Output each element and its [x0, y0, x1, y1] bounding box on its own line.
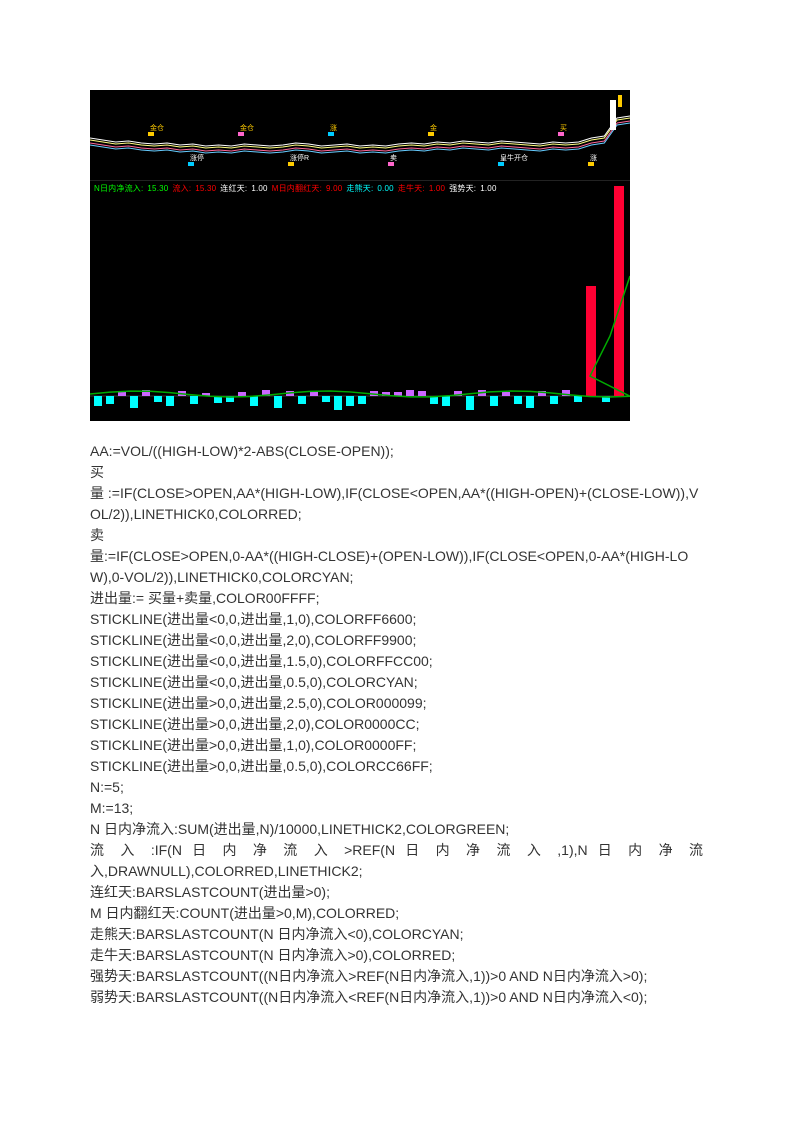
- stock-chart: 金仓涨停金仓涨停R涨卖金皇牛开仓买涨 N日内净流入:15.30流入:15.30连…: [90, 90, 630, 421]
- code-line: STICKLINE(进出量>0,0,进出量,0.5,0),COLORCC66FF…: [90, 756, 703, 777]
- svg-text:买: 买: [560, 124, 567, 132]
- code-line: 量:=IF(CLOSE>OPEN,0-AA*((HIGH-CLOSE)+(OPE…: [90, 546, 703, 588]
- code-line: 走熊天:BARSLASTCOUNT(N 日内净流入<0),COLORCYAN;: [90, 924, 703, 945]
- code-line: M 日内翻红天:COUNT(进出量>0,M),COLORRED;: [90, 903, 703, 924]
- code-line: STICKLINE(进出量>0,0,进出量,2,0),COLOR0000CC;: [90, 714, 703, 735]
- code-line: STICKLINE(进出量<0,0,进出量,0.5,0),COLORCYAN;: [90, 672, 703, 693]
- chart-volume-panel: N日内净流入:15.30流入:15.30连红天:1.00M日内翻红天:9.00走…: [90, 181, 630, 421]
- code-line: 走牛天:BARSLASTCOUNT(N 日内净流入>0),COLORRED;: [90, 945, 703, 966]
- svg-text:涨: 涨: [590, 153, 597, 162]
- price-curve: 金仓涨停金仓涨停R涨卖金皇牛开仓买涨: [90, 90, 630, 180]
- code-line: 强势天:BARSLASTCOUNT((N日内净流入>REF(N日内净流入,1))…: [90, 966, 703, 987]
- code-line: STICKLINE(进出量>0,0,进出量,1,0),COLOR0000FF;: [90, 735, 703, 756]
- svg-text:涨停: 涨停: [190, 153, 204, 162]
- svg-text:金仓: 金仓: [240, 123, 254, 132]
- volume-bars: [90, 181, 630, 421]
- code-line: STICKLINE(进出量>0,0,进出量,2.5,0),COLOR000099…: [90, 693, 703, 714]
- page: 金仓涨停金仓涨停R涨卖金皇牛开仓买涨 N日内净流入:15.30流入:15.30连…: [0, 0, 793, 1048]
- svg-text:金: 金: [430, 123, 437, 132]
- code-line: 连红天:BARSLASTCOUNT(进出量>0);: [90, 882, 703, 903]
- code-line: 进出量:= 买量+卖量,COLOR00FFFF;: [90, 588, 703, 609]
- code-line: 入,DRAWNULL),COLORRED,LINETHICK2;: [90, 861, 703, 882]
- code-line: STICKLINE(进出量<0,0,进出量,1,0),COLORFF6600;: [90, 609, 703, 630]
- code-line: STICKLINE(进出量<0,0,进出量,2,0),COLORFF9900;: [90, 630, 703, 651]
- svg-text:金仓: 金仓: [150, 123, 164, 132]
- code-line: N:=5;: [90, 777, 703, 798]
- svg-text:卖: 卖: [390, 154, 397, 162]
- code-line: STICKLINE(进出量<0,0,进出量,1.5,0),COLORFFCC00…: [90, 651, 703, 672]
- code-line: 量 :=IF(CLOSE>OPEN,AA*(HIGH-LOW),IF(CLOSE…: [90, 483, 703, 525]
- svg-text:皇牛开仓: 皇牛开仓: [500, 153, 528, 162]
- code-line: 买: [90, 462, 703, 483]
- svg-text:涨: 涨: [330, 123, 337, 132]
- code-line: 流 入 :IF(N 日 内 净 流 入 >REF(N 日 内 净 流 入 ,1)…: [90, 840, 703, 861]
- code-line: AA:=VOL/((HIGH-LOW)*2-ABS(CLOSE-OPEN));: [90, 441, 703, 462]
- svg-text:涨停R: 涨停R: [290, 153, 309, 162]
- chart-price-panel: 金仓涨停金仓涨停R涨卖金皇牛开仓买涨: [90, 90, 630, 181]
- code-line: N 日内净流入:SUM(进出量,N)/10000,LINETHICK2,COLO…: [90, 819, 703, 840]
- code-line: M:=13;: [90, 798, 703, 819]
- code-line: 卖: [90, 525, 703, 546]
- formula-code: AA:=VOL/((HIGH-LOW)*2-ABS(CLOSE-OPEN));买…: [90, 441, 703, 1008]
- code-line: 弱势天:BARSLASTCOUNT((N日内净流入<REF(N日内净流入,1))…: [90, 987, 703, 1008]
